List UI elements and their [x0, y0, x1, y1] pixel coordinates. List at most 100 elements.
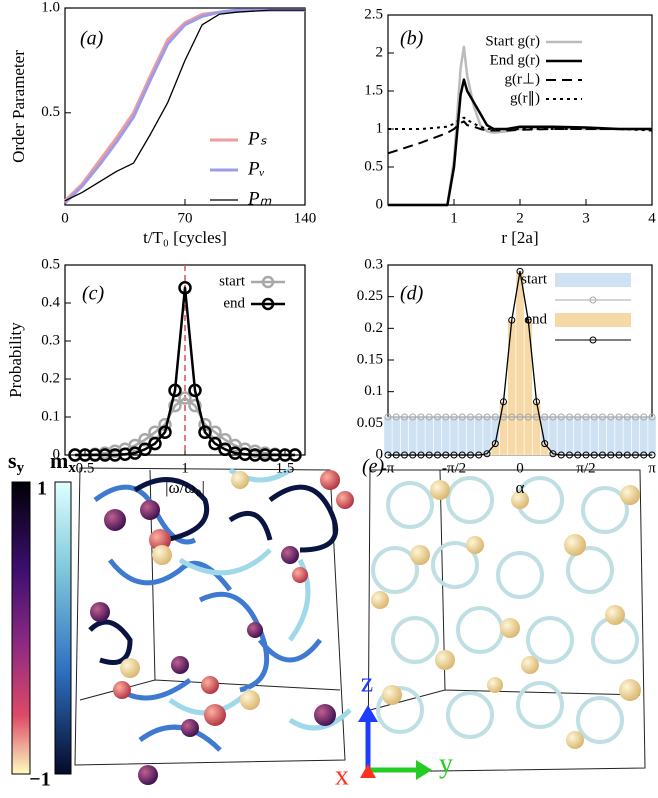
series-line [388, 116, 653, 132]
data-point [409, 413, 417, 421]
legend-label: g(r∥) [510, 90, 540, 106]
bar [449, 416, 459, 456]
legend-marker [261, 297, 275, 311]
x-tick-label: 70 [178, 210, 193, 226]
symbol: m [50, 448, 68, 473]
x-tick-label: 1 [181, 460, 189, 476]
x-axis-label: t/T₀ [cycles] [143, 228, 227, 247]
data-point [168, 383, 182, 398]
data-point [508, 316, 516, 324]
bar [433, 416, 442, 456]
bar [639, 416, 648, 456]
x-tick-label: π [648, 460, 656, 476]
data-point [168, 398, 182, 413]
data-point [450, 451, 458, 459]
data-point [458, 451, 466, 459]
y-tick-label: 0.5 [41, 104, 60, 120]
data-point [524, 413, 532, 421]
bar [532, 401, 541, 456]
y-tick-label: 0.2 [364, 320, 383, 336]
data-point [198, 425, 212, 439]
data-point [549, 450, 557, 458]
data-point [632, 413, 640, 421]
legend-marker [261, 275, 275, 289]
bar [458, 416, 467, 456]
data-point [533, 398, 541, 406]
y-tick-label: 2.5 [364, 6, 383, 22]
data-point [582, 451, 590, 459]
legend-marker [589, 296, 597, 304]
legend-label: end [223, 295, 245, 311]
series-line [64, 9, 305, 202]
data-point [598, 413, 606, 421]
y-tick-label: 0.15 [357, 351, 383, 367]
panel: -π -π/2 0 π/2 π 0 0.05 0.1 0.15 0.2 0.25 0.3 α (d) sta… [357, 256, 657, 497]
bar [647, 416, 657, 456]
render-right [367, 469, 646, 773]
data-point [409, 451, 417, 459]
x-tick-label: 0.5 [76, 460, 95, 476]
bar [400, 416, 409, 456]
data-point [648, 451, 656, 459]
y-tick-label: 0.4 [41, 294, 60, 310]
data-point [499, 398, 507, 406]
data-point [574, 451, 582, 459]
bar [557, 416, 566, 456]
data-point [178, 391, 192, 405]
colorbar-tick: 1 [37, 478, 47, 500]
legend-label: Pₘ [247, 188, 272, 209]
data-point [467, 451, 475, 459]
data-point [516, 267, 524, 275]
panel-label: (c) [82, 283, 105, 305]
data-point [640, 413, 648, 421]
axis-y: y [439, 748, 453, 779]
data-point [648, 413, 656, 421]
panel: 1 2 3 4 0 0.5 1 1.5 2 2.5 r [2a] (b) Start g(r) End g… [364, 6, 656, 246]
data-point [442, 451, 450, 459]
bar [499, 401, 508, 456]
y-tick-label: 0 [376, 196, 384, 212]
y-tick-label: 2 [376, 44, 384, 60]
y-tick-label: 1 [376, 120, 384, 136]
legend-swatch [555, 273, 631, 287]
data-point [400, 413, 408, 421]
data-point [557, 413, 565, 421]
subscript: x [68, 460, 76, 476]
data-point [288, 448, 302, 462]
data-point [598, 451, 606, 459]
y-axis-label: Probability [6, 322, 25, 398]
bar [507, 319, 516, 456]
bar [631, 416, 640, 456]
data-point [400, 451, 408, 459]
x-axis-label: α [516, 478, 525, 497]
legend-label: Pₛ [247, 128, 268, 149]
y-tick-label: 0.3 [41, 332, 60, 348]
data-point [188, 398, 202, 413]
data-point [442, 413, 450, 421]
data-point [607, 451, 615, 459]
data-point [434, 451, 442, 459]
y-tick-label: 0 [53, 446, 61, 462]
data-point [565, 413, 573, 421]
data-point [450, 413, 458, 421]
panel-label: (d) [400, 283, 424, 305]
x-tick-label: -π [382, 460, 395, 476]
legend-label: start [219, 273, 246, 289]
colorbar-m-label: mx [50, 448, 76, 476]
bar [598, 416, 607, 456]
x-tick-label: 0 [61, 210, 69, 226]
data-point [574, 413, 582, 421]
x-tick-label: 2 [516, 210, 524, 226]
bar [573, 416, 582, 456]
y-tick-label: 0.25 [357, 288, 383, 304]
legend-marker [589, 336, 597, 344]
panel: 0 70 140 0.5 1.0 t/T₀ [cycles] Order Parameter… [9, 0, 316, 247]
symbol: s [8, 448, 17, 473]
x-tick-label: 1 [450, 210, 458, 226]
series-line [387, 120, 652, 155]
data-point [549, 413, 557, 421]
data-point [541, 440, 549, 448]
data-point [483, 413, 491, 421]
y-tick-label: 0.1 [41, 408, 60, 424]
